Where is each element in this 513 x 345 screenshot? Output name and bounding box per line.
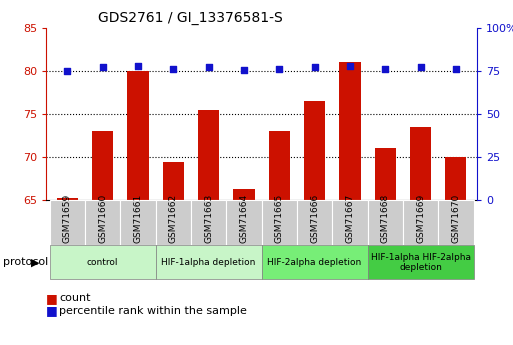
Text: count: count <box>59 294 90 303</box>
Text: GSM71668: GSM71668 <box>381 194 390 243</box>
Text: HIF-1alpha HIF-2alpha
depletion: HIF-1alpha HIF-2alpha depletion <box>370 253 470 272</box>
Text: GSM71670: GSM71670 <box>451 194 460 243</box>
Text: ■: ■ <box>46 292 58 305</box>
Text: GDS2761 / GI_13376581-S: GDS2761 / GI_13376581-S <box>98 11 283 25</box>
Point <box>63 68 71 73</box>
Point <box>417 65 425 70</box>
Bar <box>233 189 254 200</box>
Text: GSM71667: GSM71667 <box>345 194 354 243</box>
Text: GSM71669: GSM71669 <box>416 194 425 243</box>
Point <box>205 65 213 70</box>
Point <box>240 67 248 73</box>
Text: GSM71662: GSM71662 <box>169 194 178 243</box>
Point <box>381 66 389 72</box>
Bar <box>163 162 184 200</box>
Text: GSM71661: GSM71661 <box>133 194 143 243</box>
Point <box>346 63 354 68</box>
Point <box>169 66 177 72</box>
Text: GSM71660: GSM71660 <box>98 194 107 243</box>
Point <box>134 63 142 68</box>
Point <box>310 65 319 70</box>
Bar <box>304 101 325 200</box>
Text: GSM71659: GSM71659 <box>63 194 72 243</box>
Bar <box>339 62 361 200</box>
Text: control: control <box>87 258 119 267</box>
Text: ■: ■ <box>46 304 58 317</box>
Bar <box>445 157 466 200</box>
Text: protocol: protocol <box>3 257 48 267</box>
Text: HIF-1alpha depletion: HIF-1alpha depletion <box>162 258 256 267</box>
Text: GSM71666: GSM71666 <box>310 194 319 243</box>
Bar <box>92 131 113 200</box>
Text: ▶: ▶ <box>31 257 39 267</box>
Point <box>275 66 283 72</box>
Point <box>98 65 107 70</box>
Bar <box>410 127 431 200</box>
Text: GSM71663: GSM71663 <box>204 194 213 243</box>
Bar <box>374 148 396 200</box>
Text: GSM71665: GSM71665 <box>275 194 284 243</box>
Point <box>452 66 460 72</box>
Text: HIF-2alpha depletion: HIF-2alpha depletion <box>267 258 362 267</box>
Bar <box>269 131 290 200</box>
Text: GSM71664: GSM71664 <box>240 194 248 243</box>
Bar <box>57 198 78 200</box>
Bar <box>198 110 219 200</box>
Text: percentile rank within the sample: percentile rank within the sample <box>59 306 247 315</box>
Bar <box>127 71 149 200</box>
